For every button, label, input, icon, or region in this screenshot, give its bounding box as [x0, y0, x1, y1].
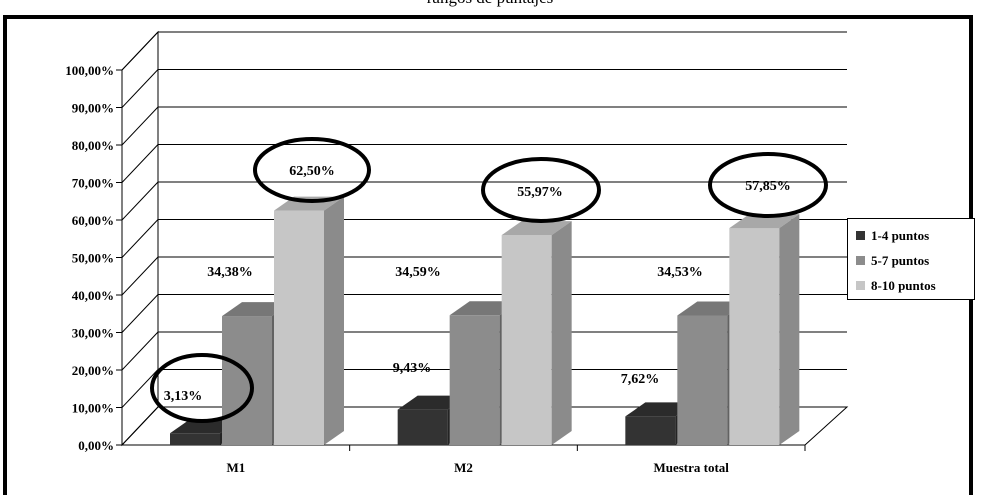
- data-label-2-2: 57,85%: [745, 179, 791, 194]
- y-tick-label: 30,00%: [72, 326, 114, 341]
- gridline-depth: [121, 331, 159, 371]
- data-label-0-2: 62,50%: [289, 164, 335, 179]
- data-label-1-0: 9,43%: [393, 361, 432, 376]
- legend-swatch-8-10: [856, 281, 865, 290]
- gridline-depth: [121, 144, 159, 183]
- bar-0-2: [274, 210, 324, 445]
- data-label-0-0: 3,13%: [164, 389, 203, 404]
- bar-2-2: [729, 228, 780, 445]
- y-tick-label: 90,00%: [72, 101, 114, 116]
- y-tick-label: 70,00%: [72, 176, 114, 191]
- y-tick-label: 80,00%: [72, 138, 114, 153]
- y-tick-label: 60,00%: [72, 213, 114, 228]
- bar-2-1: [677, 315, 728, 445]
- gridline-depth: [121, 106, 159, 146]
- bar-0-0: [170, 433, 220, 445]
- highlight-circle-2: [481, 157, 601, 223]
- y-tick-label: 50,00%: [72, 251, 114, 266]
- bar-0-1: [222, 316, 272, 445]
- y-tick-label: 0,00%: [78, 438, 114, 453]
- gridline-depth: [121, 219, 159, 258]
- gridline-depth: [121, 294, 159, 333]
- bar-side-0-2: [324, 196, 344, 445]
- gridline-depth: [121, 256, 159, 296]
- legend-item-5-7: 5-7 puntos: [856, 248, 974, 273]
- legend-swatch-1-4: [856, 231, 865, 240]
- x-tick-label: M2: [454, 460, 473, 475]
- x-tick-label: M1: [226, 460, 245, 475]
- legend-label-8-10: 8-10 puntos: [871, 277, 936, 293]
- bar-side-1-2: [551, 221, 572, 445]
- bar-1-0: [397, 409, 448, 445]
- bar-top-1-2: [501, 221, 572, 236]
- y-tick-label: 100,00%: [65, 63, 114, 78]
- y-tick-label: 40,00%: [72, 288, 114, 303]
- highlight-circle-0: [150, 353, 254, 423]
- y-tick-label: 20,00%: [72, 363, 114, 378]
- data-label-1-2: 55,97%: [517, 185, 563, 200]
- gridline-depth: [121, 406, 159, 446]
- highlight-circle-3: [708, 152, 828, 218]
- highlight-circle-1: [253, 137, 371, 203]
- legend-label-5-7: 5-7 puntos: [871, 252, 930, 268]
- data-label-0-1: 34,38%: [207, 265, 253, 280]
- legend-label-1-4: 1-4 puntos: [871, 227, 930, 243]
- bar-side-2-2: [779, 214, 800, 445]
- legend: 1-4 puntos 5-7 puntos 8-10 puntos: [847, 218, 975, 300]
- bar-2-0: [625, 416, 676, 445]
- legend-item-8-10: 8-10 puntos: [856, 273, 974, 298]
- data-label-1-1: 34,59%: [395, 265, 441, 280]
- gridline-depth: [121, 69, 159, 108]
- legend-swatch-5-7: [856, 256, 865, 265]
- data-label-2-1: 34,53%: [657, 265, 703, 280]
- legend-item-1-4: 1-4 puntos: [856, 223, 974, 248]
- x-tick-label: Muestra total: [653, 460, 729, 475]
- chart-title: rangos de puntajes: [330, 0, 650, 8]
- gridline-depth: [121, 369, 159, 408]
- data-label-2-0: 7,62%: [621, 372, 660, 387]
- bar-1-1: [449, 315, 500, 445]
- y-tick-label: 10,00%: [72, 401, 114, 416]
- gridline-depth: [121, 31, 159, 71]
- bar-top-2-2: [729, 214, 800, 229]
- gridline-depth: [121, 181, 159, 221]
- bar-1-2: [501, 235, 552, 445]
